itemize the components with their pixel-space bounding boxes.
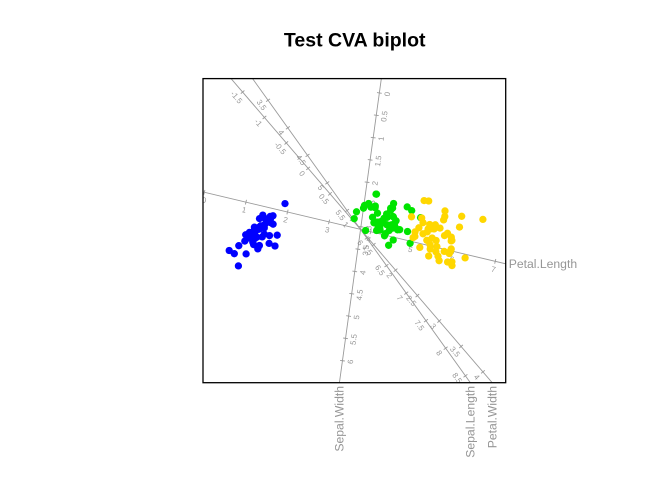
svg-text:3: 3 xyxy=(428,322,438,331)
svg-text:5: 5 xyxy=(407,245,414,255)
svg-text:Petal.Length: Petal.Length xyxy=(509,257,577,271)
svg-text:7: 7 xyxy=(490,265,496,275)
svg-text:Petal.Width: Petal.Width xyxy=(485,386,499,448)
svg-text:Sepal.Length: Sepal.Length xyxy=(464,386,478,458)
svg-text:4: 4 xyxy=(472,373,482,383)
svg-text:6: 6 xyxy=(355,238,365,247)
svg-text:1: 1 xyxy=(377,136,387,142)
svg-text:Test CVA biplot: Test CVA biplot xyxy=(284,29,426,51)
svg-text:6: 6 xyxy=(346,359,356,365)
svg-text:5.5: 5.5 xyxy=(349,333,359,346)
svg-text:0: 0 xyxy=(383,91,393,97)
svg-text:4: 4 xyxy=(276,128,286,137)
svg-text:0: 0 xyxy=(297,169,307,179)
svg-text:Sepal.Width: Sepal.Width xyxy=(333,386,347,452)
svg-text:2: 2 xyxy=(384,271,394,280)
svg-text:5: 5 xyxy=(316,183,326,192)
svg-text:3.5: 3.5 xyxy=(361,244,371,257)
svg-text:2: 2 xyxy=(282,215,288,225)
svg-text:4: 4 xyxy=(358,269,368,275)
svg-text:1.5: 1.5 xyxy=(373,154,383,167)
svg-text:0: 0 xyxy=(201,195,208,205)
svg-text:4.5: 4.5 xyxy=(355,288,365,301)
svg-text:4: 4 xyxy=(366,235,373,245)
svg-text:8: 8 xyxy=(434,349,444,358)
svg-text:1: 1 xyxy=(341,220,351,229)
svg-text:5: 5 xyxy=(352,314,362,320)
svg-text:-1: -1 xyxy=(253,117,264,128)
svg-text:8.5: 8.5 xyxy=(450,371,464,386)
svg-text:2: 2 xyxy=(370,181,380,187)
svg-text:3: 3 xyxy=(364,225,374,231)
svg-text:3: 3 xyxy=(324,225,330,235)
svg-text:0.5: 0.5 xyxy=(379,110,389,123)
svg-text:1: 1 xyxy=(241,205,247,215)
svg-text:7: 7 xyxy=(395,294,405,303)
